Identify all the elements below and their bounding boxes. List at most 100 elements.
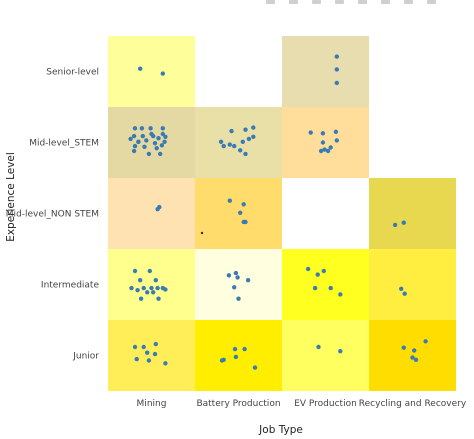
heatmap-cell[interactable]: [108, 178, 195, 249]
select-icon[interactable]: [335, 0, 344, 4]
data-point[interactable]: [140, 133, 145, 139]
data-point[interactable]: [321, 268, 326, 274]
data-point[interactable]: [145, 350, 150, 355]
pan-icon[interactable]: [312, 0, 321, 4]
data-point[interactable]: [423, 339, 428, 344]
data-point[interactable]: [252, 365, 258, 370]
data-point[interactable]: [163, 134, 168, 139]
data-point[interactable]: [146, 151, 152, 157]
data-point[interactable]: [399, 286, 404, 291]
data-point[interactable]: [401, 345, 406, 350]
data-point[interactable]: [245, 278, 251, 283]
heatmap-cell[interactable]: [195, 249, 282, 320]
data-point[interactable]: [402, 291, 407, 296]
data-point[interactable]: [138, 296, 144, 301]
data-point[interactable]: [334, 80, 339, 86]
data-point[interactable]: [392, 222, 398, 228]
data-point[interactable]: [227, 198, 232, 203]
data-point[interactable]: [241, 202, 246, 207]
data-point[interactable]: [243, 151, 248, 157]
data-point[interactable]: [132, 268, 138, 274]
data-point[interactable]: [338, 292, 343, 297]
autoscale-icon[interactable]: [427, 0, 436, 4]
heatmap-cell[interactable]: [108, 320, 195, 391]
data-point[interactable]: [251, 134, 256, 139]
data-point[interactable]: [334, 67, 339, 72]
data-point[interactable]: [243, 127, 248, 132]
data-point[interactable]: [141, 344, 146, 350]
data-point[interactable]: [129, 285, 134, 291]
data-point[interactable]: [246, 136, 252, 142]
data-point[interactable]: [156, 296, 161, 301]
data-point[interactable]: [227, 142, 232, 147]
data-point[interactable]: [151, 290, 156, 295]
data-point[interactable]: [338, 349, 343, 354]
data-point[interactable]: [235, 275, 240, 280]
data-point[interactable]: [218, 139, 224, 144]
data-point[interactable]: [229, 128, 234, 134]
data-point[interactable]: [159, 143, 165, 148]
data-point[interactable]: [316, 344, 321, 350]
data-point[interactable]: [135, 288, 140, 293]
data-point[interactable]: [138, 278, 143, 283]
data-point[interactable]: [412, 348, 417, 353]
data-point[interactable]: [153, 278, 158, 283]
data-point[interactable]: [318, 148, 324, 154]
data-point[interactable]: [242, 346, 247, 352]
data-point[interactable]: [131, 133, 137, 139]
data-point[interactable]: [128, 136, 133, 142]
camera-icon[interactable]: [266, 0, 275, 4]
data-point[interactable]: [334, 138, 339, 143]
data-point[interactable]: [236, 296, 241, 301]
zoom-in-icon[interactable]: [381, 0, 390, 4]
data-point[interactable]: [136, 139, 141, 144]
data-point[interactable]: [334, 54, 339, 59]
data-point[interactable]: [221, 357, 226, 362]
data-point[interactable]: [315, 272, 320, 277]
heatmap-cell[interactable]: [282, 107, 369, 178]
data-point[interactable]: [163, 361, 168, 366]
data-point[interactable]: [160, 126, 165, 131]
data-point[interactable]: [144, 138, 149, 143]
data-point[interactable]: [142, 144, 147, 149]
data-point[interactable]: [131, 148, 137, 154]
data-point[interactable]: [238, 210, 243, 215]
data-point[interactable]: [413, 357, 419, 362]
heatmap-cell[interactable]: [195, 320, 282, 391]
data-point[interactable]: [132, 126, 138, 131]
data-point[interactable]: [134, 356, 139, 362]
data-point[interactable]: [148, 126, 153, 131]
data-point[interactable]: [320, 140, 326, 145]
data-point[interactable]: [328, 285, 333, 291]
heatmap-cell[interactable]: [108, 36, 195, 107]
data-point[interactable]: [221, 143, 226, 149]
data-point[interactable]: [312, 285, 318, 291]
data-point[interactable]: [320, 131, 326, 136]
data-point[interactable]: [401, 220, 406, 225]
heatmap-cell[interactable]: [282, 320, 369, 391]
heatmap-cell[interactable]: [108, 107, 195, 178]
data-point[interactable]: [155, 285, 160, 291]
data-point[interactable]: [333, 129, 339, 134]
data-point[interactable]: [152, 351, 158, 357]
data-point[interactable]: [138, 66, 143, 71]
data-point[interactable]: [162, 139, 167, 144]
data-point[interactable]: [149, 285, 154, 291]
data-point[interactable]: [147, 268, 152, 274]
data-point[interactable]: [160, 131, 165, 137]
data-point[interactable]: [232, 346, 238, 352]
data-point[interactable]: [146, 358, 152, 363]
heatmap-cell[interactable]: [369, 178, 456, 249]
data-point[interactable]: [305, 266, 311, 272]
data-point[interactable]: [157, 204, 162, 210]
heatmap-cell[interactable]: [282, 249, 369, 320]
data-point[interactable]: [233, 354, 239, 360]
data-point[interactable]: [156, 136, 161, 141]
data-point[interactable]: [152, 141, 158, 146]
lasso-icon[interactable]: [358, 0, 367, 4]
zoom-out-icon[interactable]: [404, 0, 413, 4]
data-point[interactable]: [232, 143, 237, 149]
data-point[interactable]: [149, 131, 154, 137]
data-point[interactable]: [308, 130, 313, 135]
data-point[interactable]: [145, 290, 150, 295]
